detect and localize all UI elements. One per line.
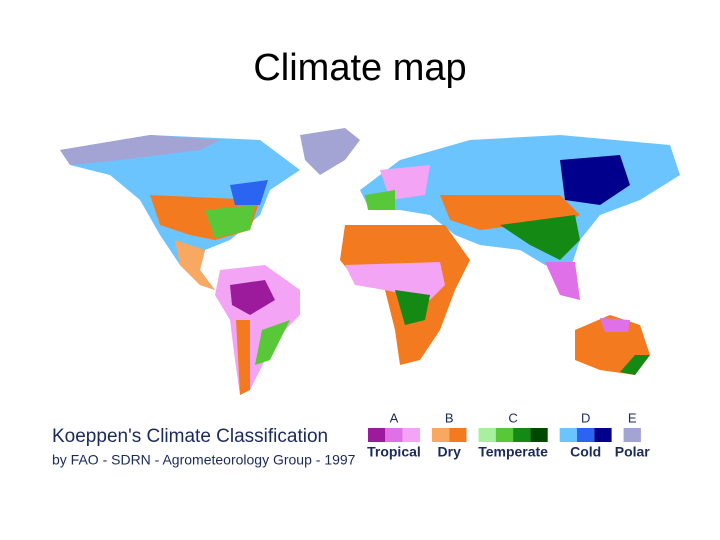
legend-subheading: by FAO - SDRN - Agrometeorology Group - … bbox=[52, 452, 356, 468]
legend-swatch bbox=[530, 428, 548, 442]
legend-heading: Koeppen's Climate Classification bbox=[52, 426, 328, 447]
legend-letter: B bbox=[445, 410, 454, 425]
legend-letter: A bbox=[390, 410, 399, 425]
legend-label: Dry bbox=[438, 444, 462, 460]
legend-swatch bbox=[431, 428, 450, 442]
legend-swatch bbox=[623, 428, 641, 442]
legend-swatch bbox=[559, 428, 577, 442]
legend-swatch bbox=[495, 428, 514, 442]
legend-label: Temperate bbox=[478, 444, 548, 460]
legend-letter: C bbox=[508, 410, 517, 425]
legend-swatch bbox=[594, 428, 612, 442]
legend-swatch bbox=[449, 428, 467, 442]
legend-swatch bbox=[513, 428, 531, 442]
legend-label: Tropical bbox=[367, 444, 421, 460]
legend-swatch bbox=[368, 428, 386, 442]
world-map bbox=[60, 128, 680, 395]
legend-swatch bbox=[478, 428, 496, 442]
legend-label: Polar bbox=[615, 444, 651, 460]
legend-letter: E bbox=[628, 410, 637, 425]
legend-swatch bbox=[402, 428, 420, 442]
legend-swatch bbox=[385, 428, 403, 442]
legend-swatch bbox=[577, 428, 595, 442]
legend: A Tropical B Dry C Temperate D Cold E Polar bbox=[367, 410, 650, 459]
legend-letter: D bbox=[581, 410, 590, 425]
legend-label: Cold bbox=[570, 444, 601, 460]
slide-title: Climate map bbox=[253, 47, 466, 89]
